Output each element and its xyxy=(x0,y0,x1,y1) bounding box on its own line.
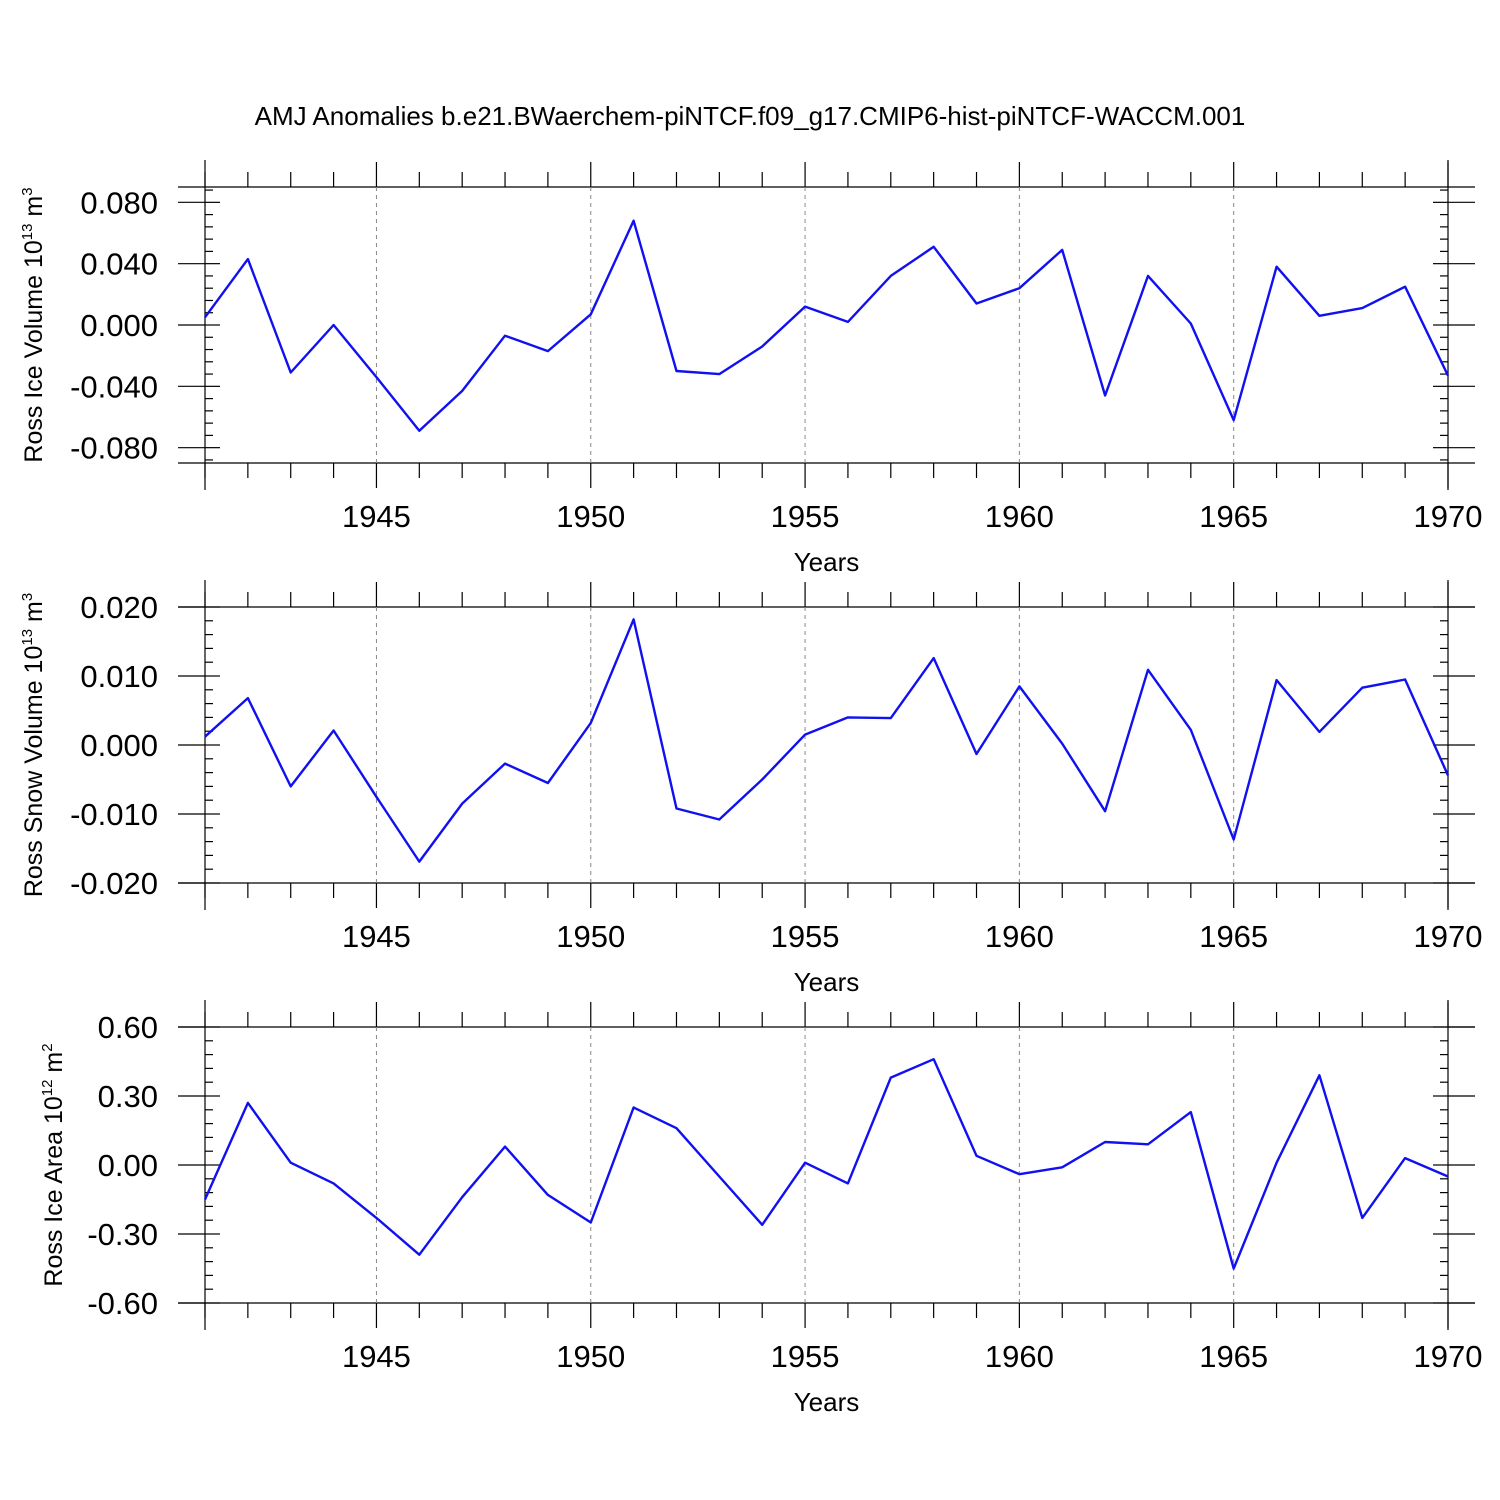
chart-panel-1: 1945 1950 1955 1960 1965 1970 Years 0.080 0.040 0… xyxy=(19,160,1482,577)
y-tick-label: -0.020 xyxy=(70,866,158,901)
x-tick-label: 1945 xyxy=(342,919,411,954)
y-tick-label: 0.080 xyxy=(80,185,158,220)
x-tick-label: 1970 xyxy=(1414,499,1483,534)
y-tick-label: -0.040 xyxy=(70,369,158,404)
x-tick-label: 1965 xyxy=(1199,499,1268,534)
x-tick-label: 1950 xyxy=(556,919,625,954)
chart-panel-2: 1945 1950 1955 1960 1965 1970 Years 0.020 0.010 0… xyxy=(19,580,1482,997)
x-tick-label: 1965 xyxy=(1199,1339,1268,1374)
x-tick-label: 1970 xyxy=(1414,919,1483,954)
y-tick-label: 0.020 xyxy=(80,590,158,625)
x-tick-label: 1945 xyxy=(342,1339,411,1374)
x-tick-label: 1955 xyxy=(771,1339,840,1374)
y-tick-label: 0.010 xyxy=(80,659,158,694)
y-axis-title: Ross Ice Volume 1013 m3 xyxy=(19,187,48,462)
y-axis-title: Ross Ice Area 1012 m2 xyxy=(39,1043,68,1286)
x-tick-label: 1960 xyxy=(985,499,1054,534)
x-axis-title: Years xyxy=(794,1387,860,1417)
y-tick-label: 0.000 xyxy=(80,308,158,343)
y-tick-label: -0.60 xyxy=(87,1286,158,1321)
y-tick-label: 0.040 xyxy=(80,247,158,282)
x-tick-label: 1950 xyxy=(556,499,625,534)
x-tick-label: 1960 xyxy=(985,919,1054,954)
x-tick-label: 1965 xyxy=(1199,919,1268,954)
series-line xyxy=(204,618,1450,863)
x-tick-label: 1950 xyxy=(556,1339,625,1374)
x-axis-title: Years xyxy=(794,967,860,997)
x-tick-label: 1955 xyxy=(771,919,840,954)
y-tick-label: -0.010 xyxy=(70,797,158,832)
chart-panel-3: 1945 1950 1955 1960 1965 1970 Years 0.60 0.30 0.0… xyxy=(39,1000,1482,1417)
y-tick-label: 0.000 xyxy=(80,728,158,763)
x-axis-title: Years xyxy=(794,547,860,577)
y-tick-label: 0.60 xyxy=(98,1010,158,1045)
y-tick-label: 0.00 xyxy=(98,1148,158,1183)
y-tick-label: -0.30 xyxy=(87,1217,158,1252)
x-tick-label: 1970 xyxy=(1414,1339,1483,1374)
x-tick-label: 1960 xyxy=(985,1339,1054,1374)
x-tick-label: 1955 xyxy=(771,499,840,534)
figure-title: AMJ Anomalies b.e21.BWaerchem-piNTCF.f09… xyxy=(255,101,1246,131)
y-tick-label: 0.30 xyxy=(98,1079,158,1114)
series-line xyxy=(204,219,1450,432)
series-line xyxy=(203,1057,1449,1270)
x-tick-label: 1945 xyxy=(342,499,411,534)
y-axis-title: Ross Snow Volume 1013 m3 xyxy=(19,593,48,897)
y-tick-label: -0.080 xyxy=(70,431,158,466)
